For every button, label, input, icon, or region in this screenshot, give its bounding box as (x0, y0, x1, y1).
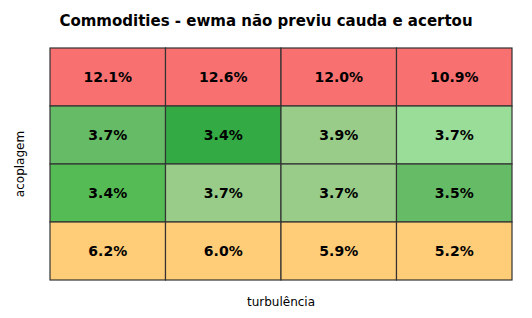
data-label: 12.1% (83, 69, 132, 85)
cell (50, 164, 166, 222)
chart: Commodities - ewma não previu cauda e ac… (0, 0, 532, 318)
data-label: 3.4% (88, 185, 127, 201)
cell (166, 164, 282, 222)
data-label: 3.7% (88, 127, 127, 143)
y-axis-label: acoplagem (13, 131, 27, 197)
cells (50, 48, 512, 280)
data-label: 3.7% (319, 185, 358, 201)
data-label: 6.2% (88, 243, 127, 259)
cell (50, 222, 166, 280)
chart-container: Commodities - ewma não previu cauda e ac… (0, 0, 532, 318)
data-label: 12.6% (199, 69, 248, 85)
cell (166, 106, 282, 164)
cell (397, 106, 513, 164)
x-axis-label: turbulência (247, 295, 315, 309)
data-label: 12.0% (314, 69, 363, 85)
cell (281, 222, 397, 280)
cell (166, 48, 282, 106)
cell (166, 222, 282, 280)
cell (50, 106, 166, 164)
cell (50, 48, 166, 106)
data-label: 3.5% (435, 185, 474, 201)
cell (397, 222, 513, 280)
data-label: 3.7% (435, 127, 474, 143)
cell (281, 48, 397, 106)
data-label: 3.4% (204, 127, 243, 143)
cell (397, 164, 513, 222)
cell (397, 48, 513, 106)
data-label: 5.9% (319, 243, 358, 259)
cell (281, 106, 397, 164)
cell-labels: 12.1% 12.6% 12.0% 10.9% 3.7% 3.4% 3.9% 3.7% 3.4%… (83, 69, 478, 259)
data-label: 3.7% (204, 185, 243, 201)
data-label: 6.0% (204, 243, 243, 259)
cell (281, 164, 397, 222)
data-label: 10.9% (430, 69, 479, 85)
data-label: 5.2% (435, 243, 474, 259)
data-label: 3.9% (319, 127, 358, 143)
title: Commodities - ewma não previu cauda e ac… (59, 12, 472, 30)
